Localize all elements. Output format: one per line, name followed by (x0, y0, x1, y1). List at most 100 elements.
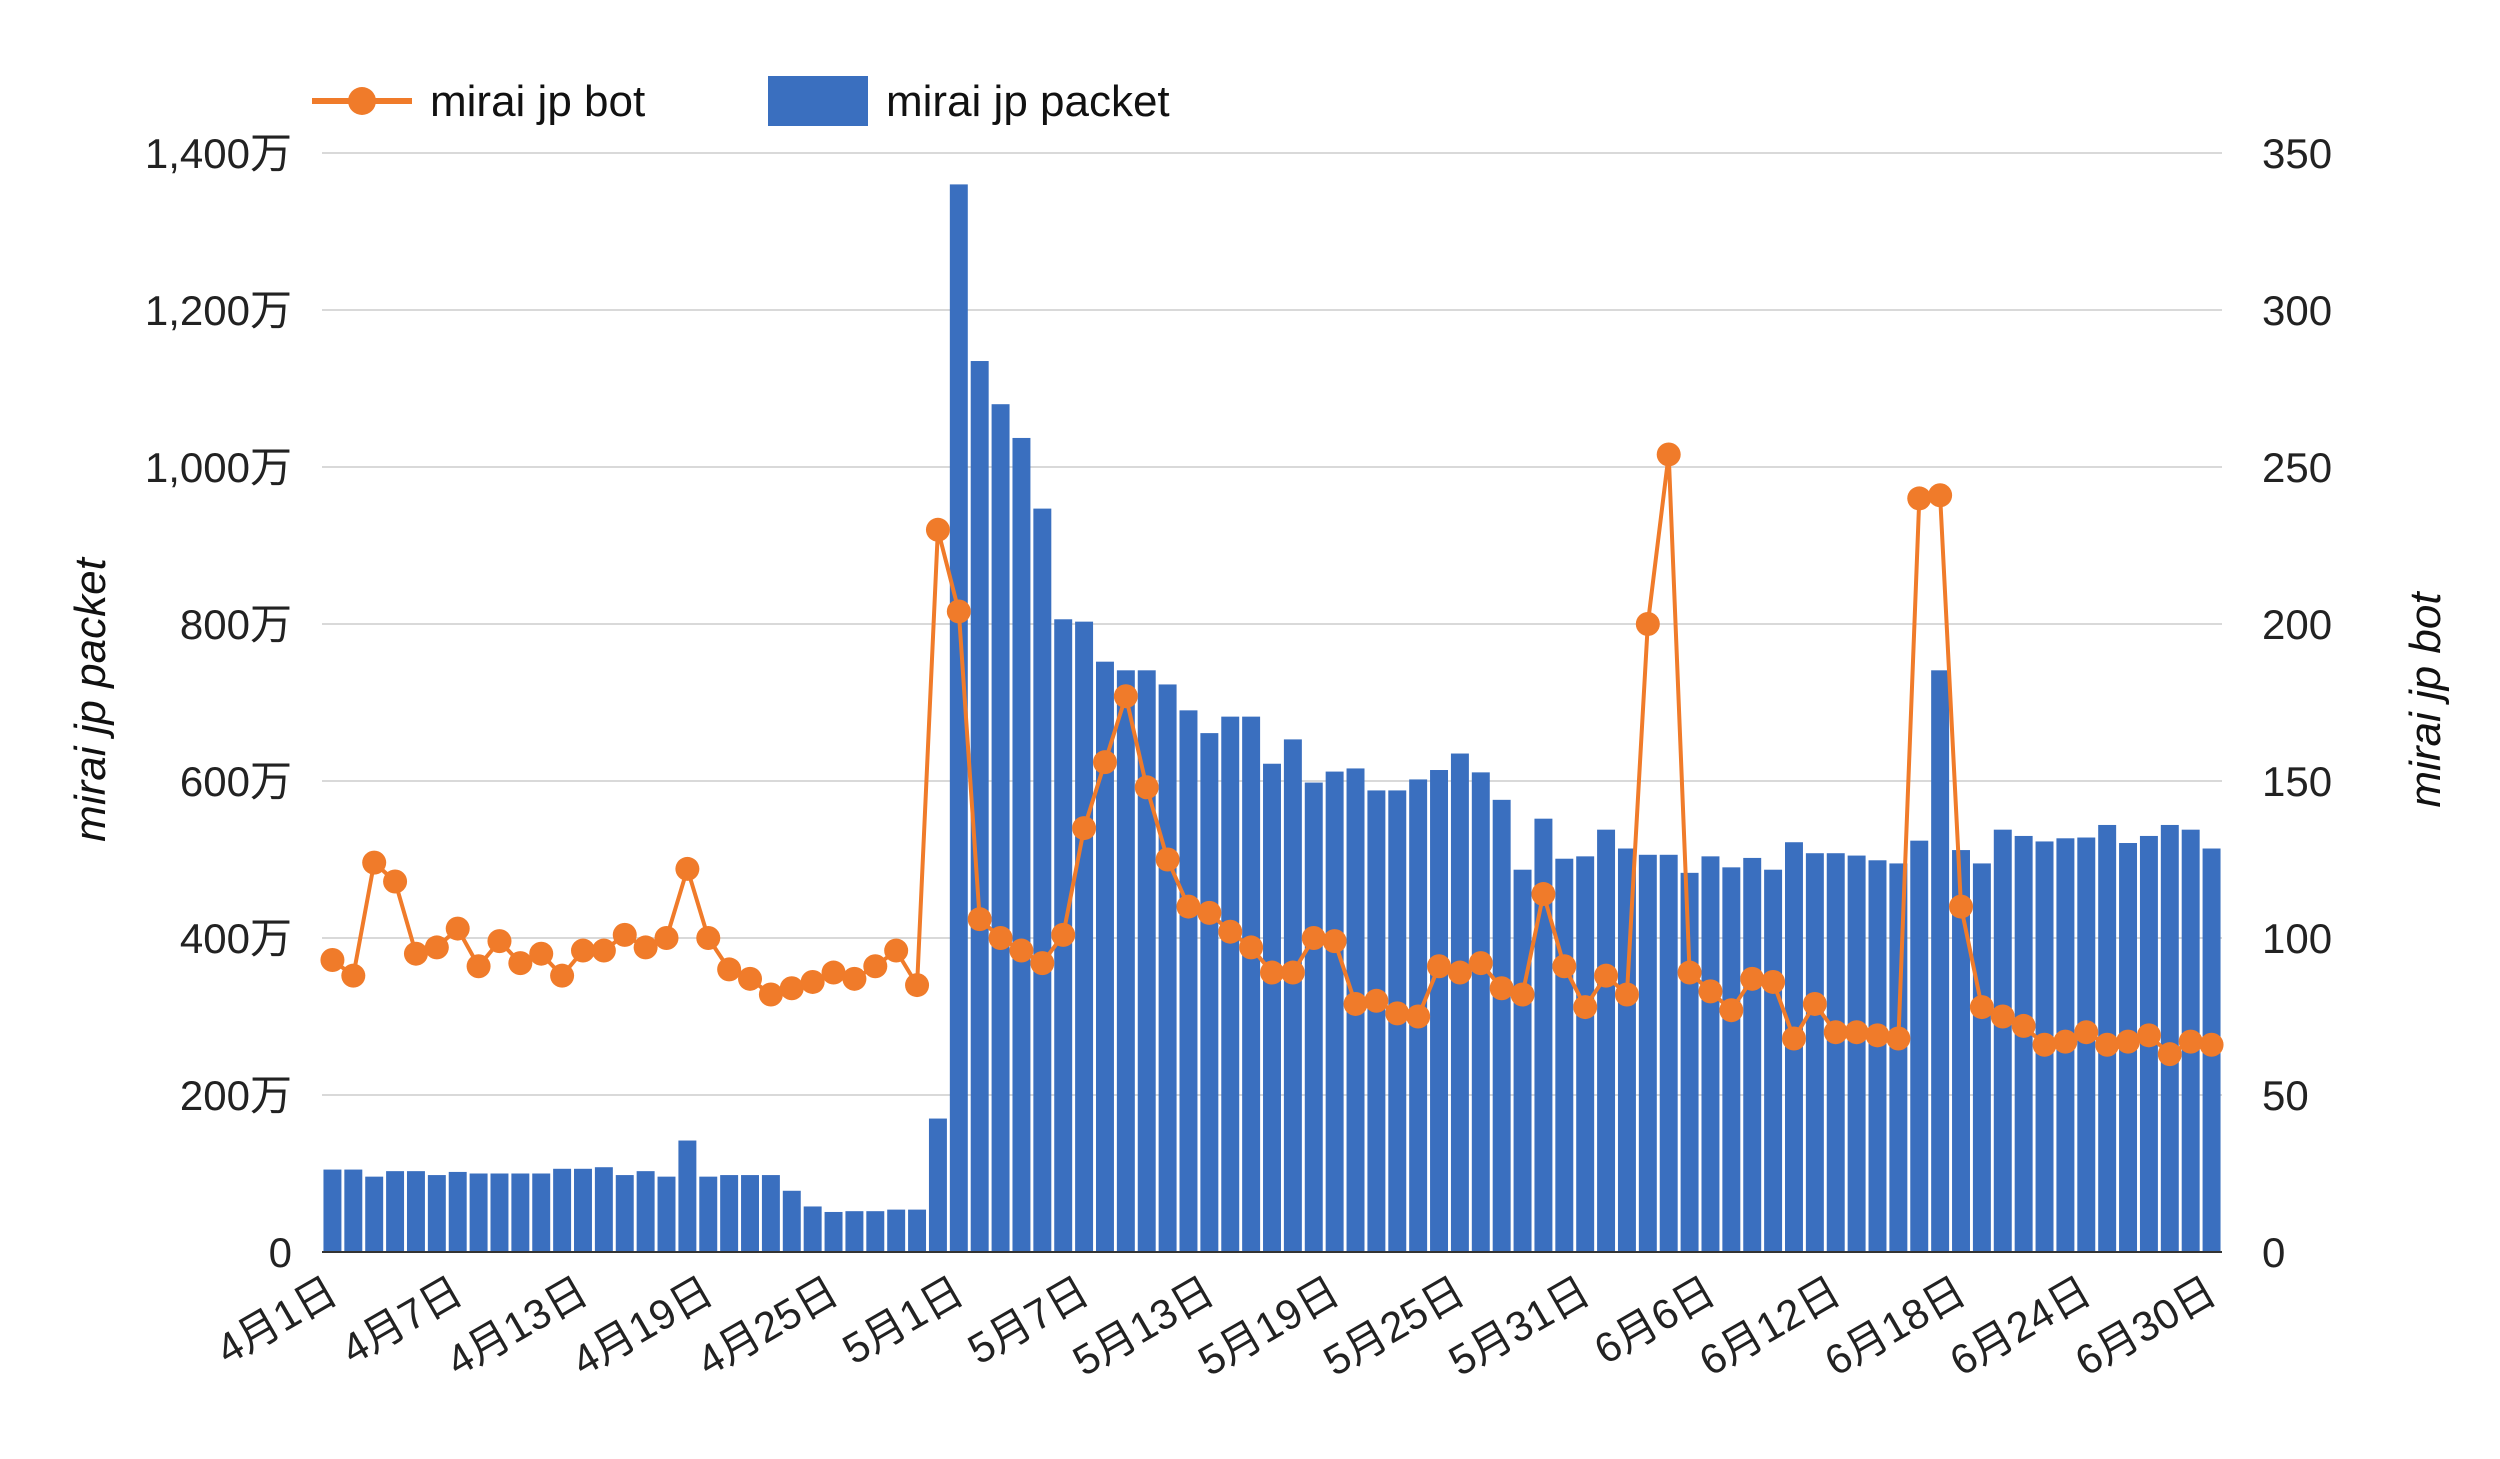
bot-point (1510, 982, 1535, 1007)
bot-point (1155, 847, 1180, 872)
packet-bar (741, 1175, 759, 1252)
packet-bar (678, 1140, 697, 1252)
bot-point (905, 973, 930, 998)
bot-point (612, 922, 637, 947)
packet-bar (594, 1167, 613, 1252)
packet-bar (761, 1175, 780, 1252)
bot-point (2032, 1032, 2057, 1057)
y-right-tick-labels: 0 50 100 150 200 250 300 350 (2262, 130, 2332, 1276)
packet-bar (2077, 837, 2096, 1252)
bot-point (821, 960, 846, 985)
legend-item-bot: mirai jp bot (312, 77, 645, 126)
bot-point (1781, 1026, 1806, 1051)
packet-bar (949, 184, 968, 1252)
packet-bar (2014, 835, 2033, 1252)
packet-bar (970, 361, 989, 1252)
bot-point (424, 935, 449, 960)
bot-point (320, 947, 345, 972)
bot-point (863, 954, 888, 979)
x-tick-label: 5月25日 (1315, 1267, 1472, 1385)
packet-bar (1659, 854, 1678, 1252)
bot-point (466, 954, 491, 979)
packet-bar (323, 1169, 342, 1252)
packet-bar (1492, 799, 1511, 1252)
y-right-tick-label: 250 (2262, 444, 2332, 491)
packet-bar (782, 1190, 801, 1252)
y-left-tick-label: 600万 (180, 758, 292, 805)
bot-line-series (320, 442, 2224, 1067)
bot-point (2116, 1029, 2141, 1054)
packet-bar (1972, 863, 1991, 1252)
packet-bar (469, 1173, 488, 1252)
packet-bar (1075, 621, 1094, 1252)
y-left-tick-label: 400万 (180, 915, 292, 962)
packet-bar (386, 1171, 405, 1252)
y-right-axis-title: mirai jp bot (2401, 591, 2450, 808)
bot-point (925, 517, 950, 542)
bot-point (946, 599, 971, 624)
bot-point (2157, 1042, 2182, 1067)
bot-point (1969, 995, 1994, 1020)
bot-point (779, 976, 804, 1001)
bot-point (1949, 894, 1974, 919)
x-tick-labels: 4月1日4月7日4月13日4月19日4月25日5月1日5月7日5月13日5月19… (208, 1267, 2224, 1385)
packet-bar (615, 1175, 634, 1252)
packet-bar (1263, 763, 1281, 1252)
bot-point (654, 926, 679, 950)
packet-bar (574, 1168, 592, 1252)
bot-point (967, 907, 992, 932)
packet-bar (1325, 771, 1344, 1252)
bot-point (1990, 1004, 2015, 1029)
packet-bar (1430, 770, 1449, 1252)
y-left-tick-labels: 0 200万 400万 600万 800万 1,000万 1,200万 1,400万 (145, 130, 292, 1276)
bot-point (1656, 442, 1681, 467)
legend-packet-bar-marker (768, 76, 868, 126)
bot-point (1447, 960, 1472, 985)
bot-point (2074, 1020, 2099, 1045)
packet-bar (657, 1176, 676, 1252)
bot-point (2136, 1023, 2161, 1048)
bot-point (529, 941, 554, 966)
bot-point (1134, 775, 1159, 800)
packet-bar (887, 1209, 906, 1252)
bot-point (1573, 995, 1598, 1020)
legend-bot-label: mirai jp bot (430, 77, 645, 126)
bot-point (1468, 951, 1493, 976)
bot-point (1489, 976, 1514, 1001)
y-right-tick-label: 100 (2262, 915, 2332, 962)
y-right-tick-label: 50 (2262, 1072, 2309, 1119)
packet-bar (448, 1171, 467, 1252)
bot-point (1113, 684, 1138, 709)
packet-bar (532, 1173, 551, 1252)
x-tick-label: 6月12日 (1691, 1267, 1848, 1385)
packet-bar (1033, 508, 1052, 1253)
packet-bar (1367, 790, 1386, 1252)
packet-bar (427, 1175, 446, 1252)
packet-bar (2160, 824, 2179, 1252)
packet-bar (1764, 869, 1783, 1252)
bot-point (1635, 612, 1660, 636)
bot-point (1865, 1023, 1890, 1048)
bot-point (341, 963, 366, 988)
packet-bar (1158, 684, 1177, 1252)
packet-bar (1826, 853, 1845, 1252)
bot-point (1322, 929, 1347, 954)
y-left-tick-label: 200万 (180, 1072, 292, 1119)
packet-bar (1952, 850, 1970, 1252)
bot-point (1385, 1001, 1410, 1026)
y-right-tick-label: 200 (2262, 601, 2332, 648)
bot-point (758, 982, 783, 1007)
bot-point (591, 938, 616, 963)
bot-point (800, 969, 825, 994)
packet-bar (1450, 753, 1469, 1252)
bot-point (1740, 966, 1765, 991)
bot-point (1802, 991, 1827, 1016)
x-tick-label: 5月13日 (1065, 1267, 1222, 1385)
bot-point (988, 926, 1013, 950)
packet-bar (1095, 661, 1114, 1252)
bot-point (1719, 998, 1744, 1023)
packet-bar (344, 1169, 363, 1252)
y-right-tick-label: 350 (2262, 130, 2332, 177)
packet-bar (1116, 670, 1135, 1252)
y-right-tick-label: 150 (2262, 758, 2332, 805)
